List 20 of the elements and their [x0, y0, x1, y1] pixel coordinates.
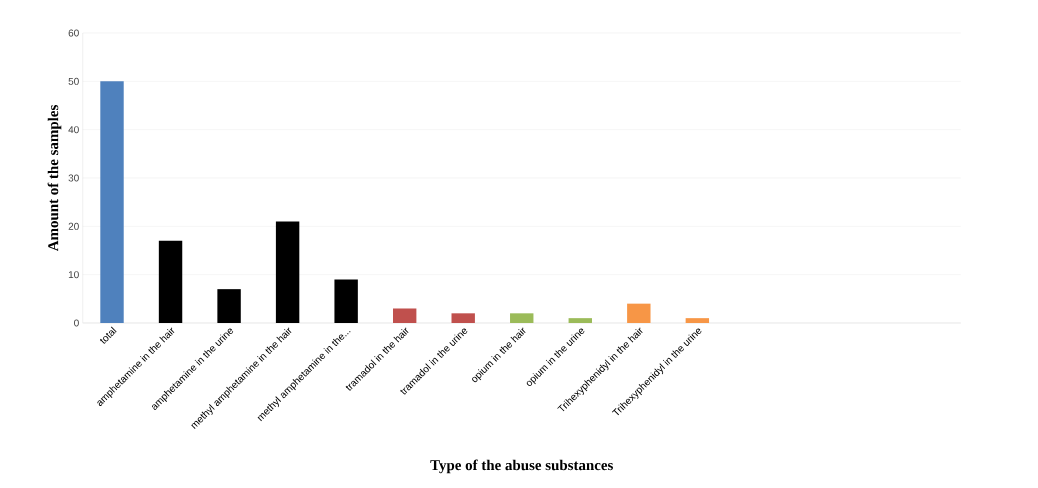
y-tick-label: 30: [68, 174, 79, 182]
bar: [100, 81, 124, 323]
bar: [568, 318, 592, 323]
bar: [158, 240, 183, 323]
bar: [685, 318, 710, 323]
bar: [275, 221, 300, 323]
y-tick-label: 40: [68, 126, 79, 134]
y-axis-title: Amount of the samples: [47, 105, 62, 252]
bar: [217, 289, 241, 323]
y-tick-label: 0: [74, 319, 79, 327]
bar: [334, 279, 358, 323]
bar: [392, 308, 417, 323]
bar: [510, 313, 534, 323]
y-tick-label: 60: [68, 29, 79, 37]
y-tick-label: 50: [68, 77, 79, 85]
bar: [627, 303, 651, 323]
y-tick-label: 20: [68, 222, 79, 230]
bar: [451, 313, 475, 323]
y-tick-label: 10: [68, 271, 79, 279]
x-axis-title: Type of the abuse substances: [430, 459, 613, 474]
